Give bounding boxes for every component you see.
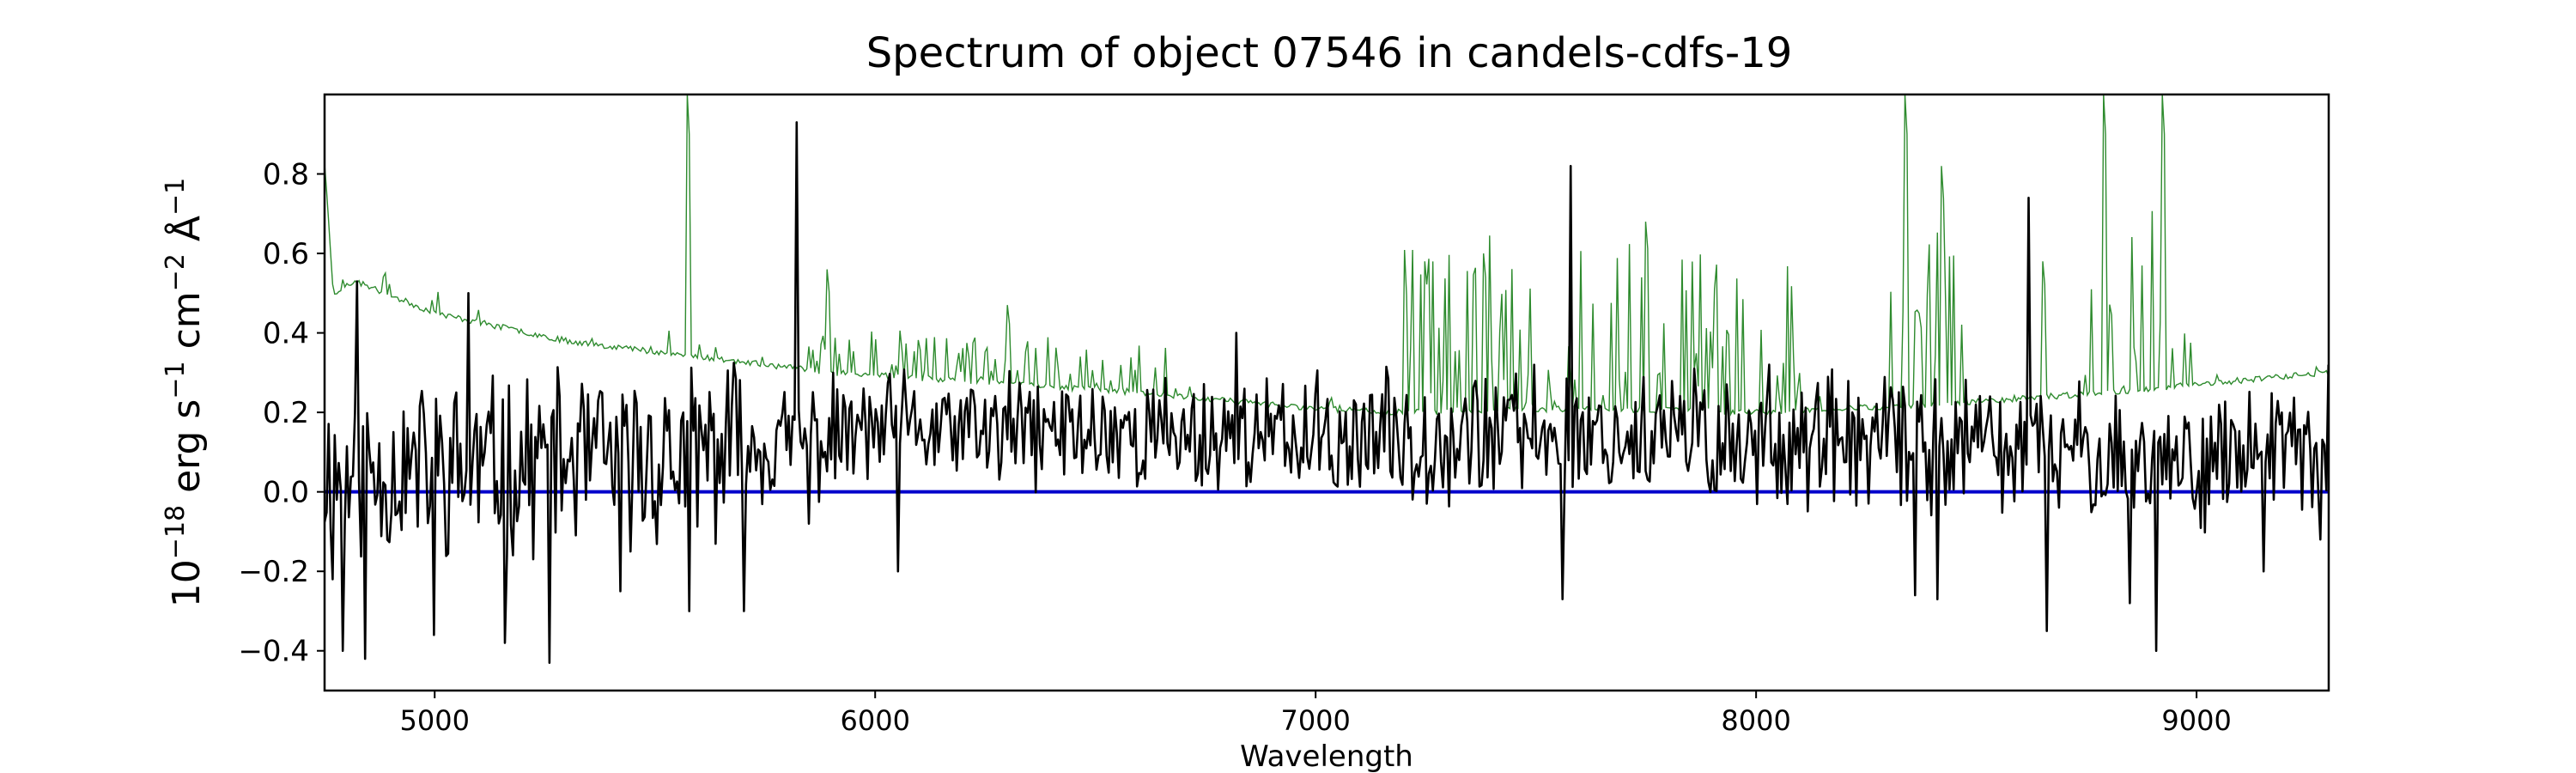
x-tick-label: 5000 (400, 704, 470, 737)
plot-frame (323, 93, 2330, 692)
y-label-cm: cm (165, 291, 209, 361)
y-label-exp4: −1 (161, 178, 191, 216)
y-tick-label: 0.0 (263, 476, 309, 510)
y-tick-label: 0.2 (263, 396, 309, 430)
x-tick-label: 6000 (840, 704, 909, 737)
y-tick-label: −0.2 (238, 555, 309, 589)
x-tick-label: 8000 (1721, 704, 1790, 737)
y-label-erg: erg s (165, 399, 209, 505)
y-label-base: 10 (165, 559, 209, 607)
y-label-exp3: −2 (161, 253, 191, 291)
y-label-ang: Å (163, 216, 209, 253)
y-tick-label: 0.4 (263, 317, 309, 351)
y-label-exp1: −18 (161, 505, 191, 559)
y-tick-label: 0.8 (263, 158, 309, 192)
plot-area (323, 93, 2330, 692)
chart-title: Spectrum of object 07546 in candels-cdfs… (866, 29, 1793, 77)
x-axis: 5000 6000 7000 8000 9000 (400, 691, 2232, 737)
x-tick-label: 9000 (2161, 704, 2231, 737)
x-axis-label: Wavelength (1240, 740, 1413, 773)
flux-spectrum-line (325, 121, 2329, 664)
series-layer (325, 94, 2329, 664)
y-axis-label: 10−18 erg s−1 cm−2 Å−1 (161, 178, 209, 607)
y-label-exp2: −1 (161, 361, 191, 399)
y-tick-label: −0.4 (238, 635, 309, 669)
x-tick-label: 7000 (1280, 704, 1350, 737)
y-tick-label: 0.6 (263, 237, 309, 271)
y-axis: −0.4 −0.2 0.0 0.2 0.4 0.6 0.8 (238, 158, 325, 669)
